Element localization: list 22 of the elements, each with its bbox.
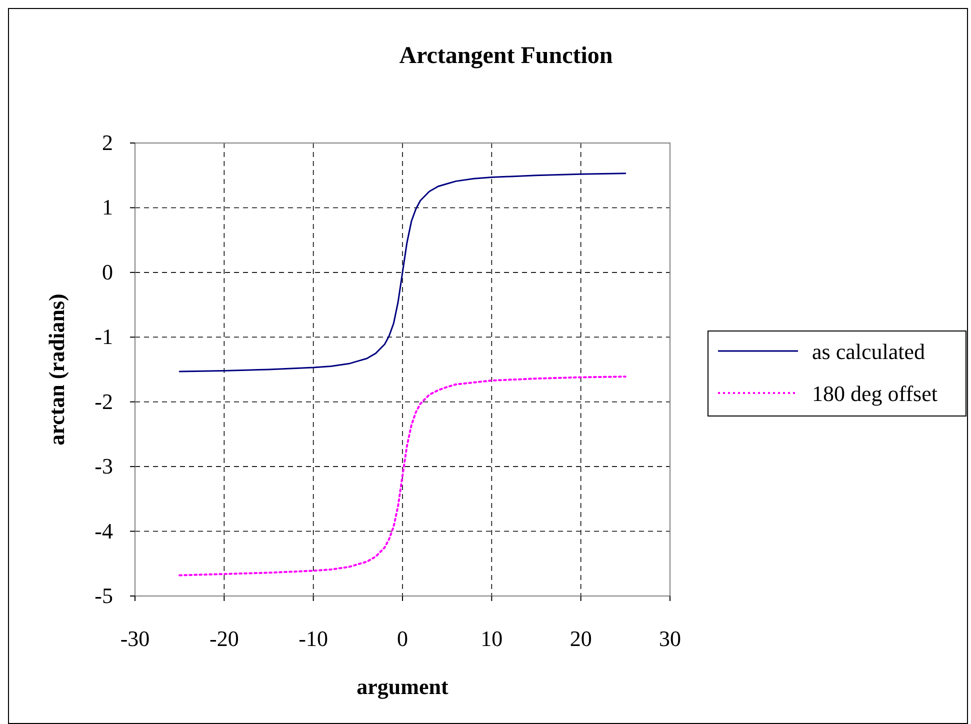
legend-label: as calculated (812, 339, 925, 364)
y-tick-label: 2 (102, 130, 113, 155)
y-tick-label: 0 (102, 259, 113, 284)
x-tick-label: 10 (480, 626, 503, 651)
x-tick-label: 20 (570, 626, 592, 651)
y-tick-label: 1 (102, 194, 113, 220)
y-tick-label: -2 (94, 388, 113, 414)
y-tick-label: -3 (94, 454, 113, 479)
y-tick-label: -4 (94, 518, 113, 544)
line-series (178, 172, 626, 372)
x-tick-label: 0 (397, 626, 408, 651)
chart-title: Arctangent Function (399, 43, 613, 69)
x-tick-label: 30 (659, 626, 681, 651)
x-axis-title: argument (356, 674, 449, 699)
x-tick-label: -10 (298, 626, 328, 651)
y-axis-title: arctan (radians) (44, 294, 69, 446)
x-tick-label: -20 (210, 626, 239, 651)
y-tick-label: -5 (94, 583, 113, 608)
line-series (178, 376, 626, 576)
legend-label: 180 deg offset (812, 381, 938, 406)
y-tick-label: -1 (94, 324, 113, 350)
x-tick-label: -30 (120, 626, 150, 651)
